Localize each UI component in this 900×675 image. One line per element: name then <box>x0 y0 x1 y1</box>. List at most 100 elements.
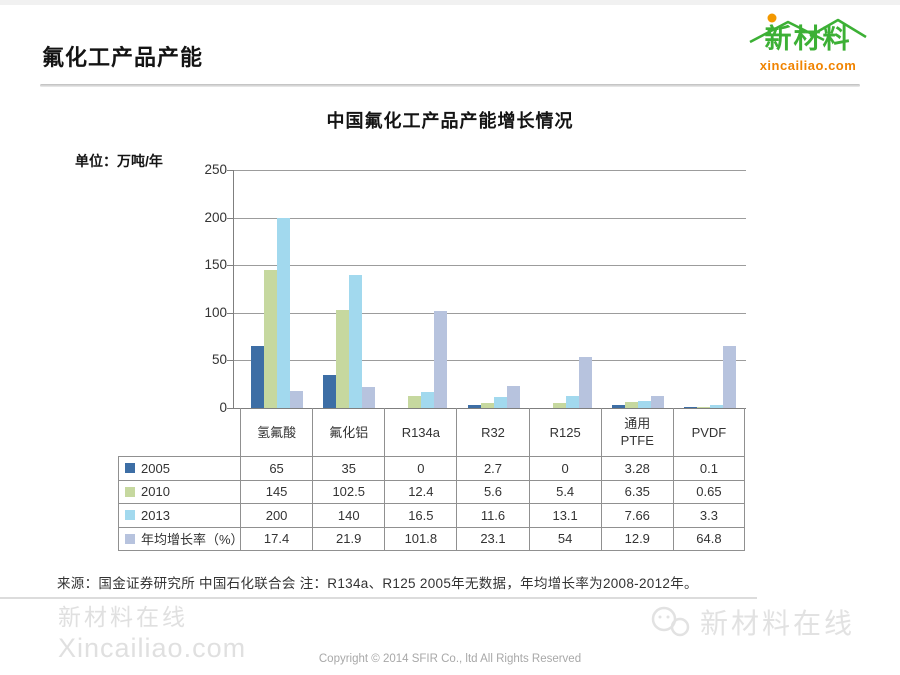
category-label-line: PVDF <box>691 424 727 440</box>
category-cell-R125: R125 <box>528 408 601 456</box>
bar-2013-氢氟酸 <box>277 217 291 408</box>
table-cell: 35 <box>312 457 384 480</box>
legend-cell: 2010 <box>118 480 240 503</box>
category-cell-氟化铝: 氟化铝 <box>312 408 384 456</box>
bar-年均增长率（%）-R125 <box>578 356 592 408</box>
table-cell: 6.35 <box>600 480 673 503</box>
bar-2005-通用PTFE <box>611 404 625 408</box>
table-row: 年均增长率（%） 17.4 21.9 101.8 23.1 54 12.9 64.8 <box>118 527 745 551</box>
bar-年均增长率（%）-氟化铝 <box>362 387 376 408</box>
brand-logo: 新材料 xincailiao.com <box>748 10 868 80</box>
table-cell: 23.1 <box>456 527 528 550</box>
category-label-line: R134a <box>401 424 440 440</box>
y-tick-label: 50 <box>211 352 227 368</box>
y-tick-label: 150 <box>204 257 227 273</box>
category-cell-氢氟酸: 氢氟酸 <box>240 408 312 456</box>
gridline <box>234 360 746 362</box>
source-note: 来源：国金证券研究所 中国石化联合会 注：R134a、R125 2005年无数据… <box>57 576 698 591</box>
table-cell: 0 <box>528 457 601 480</box>
legend-cell: 2005 <box>118 457 240 480</box>
copyright-text: Copyright © 2014 SFIR Co., ltd All Right… <box>318 653 582 665</box>
bar-2010-R32 <box>480 402 494 408</box>
gridline <box>234 312 746 314</box>
chart-title: 中国氟化工产品产能增长情况 <box>326 111 574 131</box>
category-cell-R134a: R134a <box>384 408 456 456</box>
table-cell: 0.65 <box>672 480 745 503</box>
table-cell: 200 <box>240 504 312 527</box>
bar-2013-R32 <box>493 396 507 408</box>
legend-label: 2010 <box>141 484 170 500</box>
watermark-right-text: 新材料在线 <box>700 608 856 639</box>
gridline <box>234 170 746 171</box>
table-row: 2010 145 102.5 12.4 5.6 5.4 6.35 0.65 <box>118 480 745 504</box>
table-cell: 2.7 <box>456 457 528 480</box>
bar-年均增长率（%）-PVDF <box>722 346 736 408</box>
y-tick-mark <box>227 312 233 314</box>
table-cell: 0.1 <box>672 457 745 480</box>
table-cell: 0 <box>384 457 456 480</box>
table-cell: 102.5 <box>312 480 384 503</box>
bar-2005-R32 <box>467 405 481 408</box>
data-table: 2005 65 35 0 2.7 0 3.28 0.1 2010 145 102.5 12.4 5.6 5… <box>118 456 745 552</box>
bar-年均增长率（%）-R32 <box>506 386 520 408</box>
category-label-line: 氟化铝 <box>329 424 369 440</box>
table-cell: 21.9 <box>312 527 384 550</box>
legend-label: 2013 <box>141 507 170 523</box>
bar-2005-PVDF <box>683 407 697 408</box>
table-cell: 12.9 <box>600 527 673 550</box>
category-label-line: R125 <box>549 424 581 440</box>
y-tick-label: 0 <box>219 400 227 415</box>
watermark-left-cn: 新材料在线 <box>58 604 188 630</box>
bar-2010-PVDF <box>696 407 710 408</box>
bar-2010-R125 <box>552 402 566 408</box>
category-cell-PVDF: PVDF <box>672 408 745 456</box>
table-cell: 13.1 <box>528 504 601 527</box>
category-label-line: 氢氟酸 <box>257 424 297 440</box>
table-cell: 7.66 <box>600 504 673 527</box>
table-cell: 145 <box>240 480 312 503</box>
category-label-line: R32 <box>481 424 505 440</box>
table-cell: 140 <box>312 504 384 527</box>
gridline <box>234 217 746 219</box>
legend-swatch <box>125 510 135 521</box>
bar-2010-通用PTFE <box>624 401 638 408</box>
table-row: 2013 200 140 16.5 11.6 13.1 7.66 3.3 <box>118 504 745 528</box>
bar-2010-氟化铝 <box>336 310 350 408</box>
table-row: 2005 65 35 0 2.7 0 3.28 0.1 <box>118 457 745 481</box>
bar-2010-R134a <box>408 396 422 408</box>
bar-2013-PVDF <box>709 404 723 408</box>
logo-house-roof-icon <box>749 13 867 44</box>
logo-brand-text: 新材料 <box>764 24 852 54</box>
y-tick-mark <box>227 265 233 267</box>
watermark-right: 新材料在线 <box>648 602 855 642</box>
bar-2013-R125 <box>565 395 579 408</box>
legend-label: 年均增长率（%） <box>141 532 244 548</box>
y-tick-mark <box>227 217 233 219</box>
legend-cell: 2013 <box>118 504 240 527</box>
page-top-strip <box>0 0 900 5</box>
category-label-line: 通用 <box>624 416 651 431</box>
table-cell: 5.4 <box>528 480 601 503</box>
category-cell-通用PTFE: 通用 PTFE <box>600 408 673 456</box>
table-cell: 64.8 <box>672 527 745 550</box>
table-cell: 16.5 <box>384 504 456 527</box>
wechat-icon <box>651 606 690 637</box>
category-label-line: PTFE <box>620 433 654 448</box>
bar-年均增长率（%）-通用PTFE <box>650 395 664 408</box>
table-cell: 17.4 <box>240 527 312 550</box>
page-title: 氟化工产品产能 <box>42 45 204 70</box>
bar-年均增长率（%）-氢氟酸 <box>290 391 304 408</box>
table-cell: 3.28 <box>600 457 673 480</box>
y-axis-tick-labels: 0 50 100 150 200 250 <box>183 162 227 415</box>
y-tick-label: 200 <box>204 209 227 225</box>
bar-2005-氟化铝 <box>323 374 337 408</box>
bar-年均增长率（%）-R134a <box>434 311 448 408</box>
y-tick-mark <box>227 170 233 171</box>
chart-plot-area <box>233 170 746 409</box>
watermark-left-en: Xincailiao.com <box>58 632 247 663</box>
y-tick-mark <box>227 408 233 409</box>
legend-label: 2005 <box>141 460 170 476</box>
bar-2013-通用PTFE <box>637 400 651 408</box>
header-divider <box>40 84 860 87</box>
